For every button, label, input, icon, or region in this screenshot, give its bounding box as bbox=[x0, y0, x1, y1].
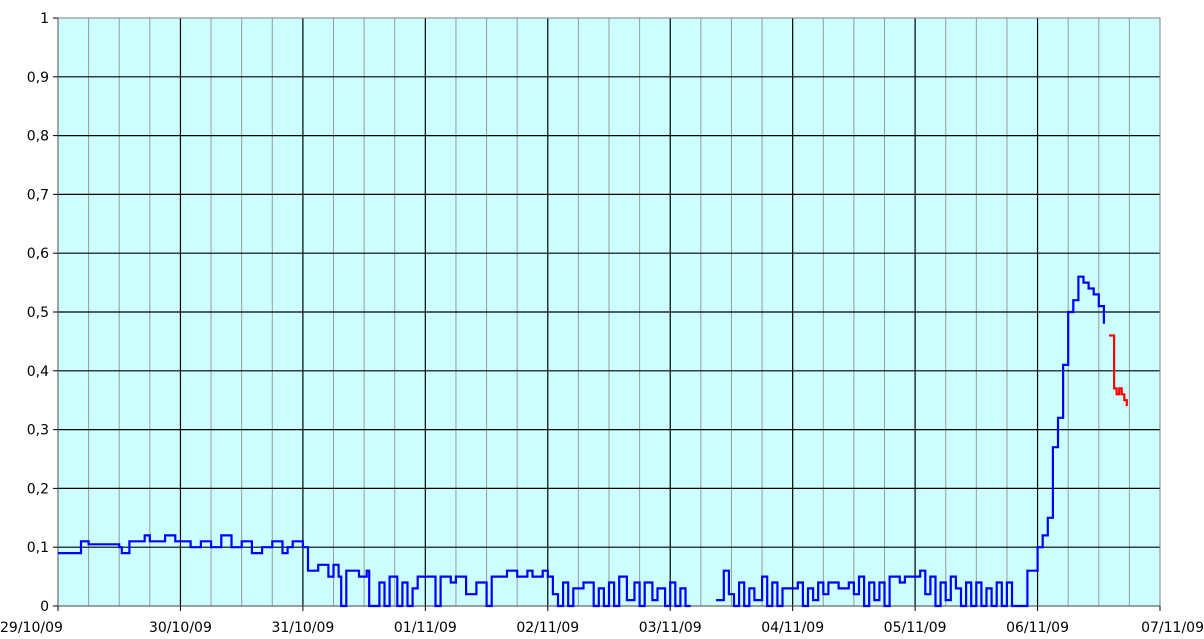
y-tick-label: 0,8 bbox=[27, 129, 49, 145]
series-line-blue bbox=[58, 534, 691, 608]
x-tick-label: 03/11/09 bbox=[639, 620, 702, 636]
y-tick-label: 1 bbox=[40, 11, 49, 27]
y-tick-label: 0,3 bbox=[27, 423, 49, 439]
x-tick-label: 01/11/09 bbox=[394, 620, 457, 636]
x-tick-label: 31/10/09 bbox=[271, 620, 334, 636]
y-tick-label: 0,6 bbox=[27, 246, 49, 262]
x-tick-label: 04/11/09 bbox=[761, 620, 824, 636]
y-tick-label: 0,9 bbox=[27, 70, 49, 86]
series-line-blue bbox=[716, 275, 1105, 608]
major-gridlines bbox=[57, 18, 1160, 607]
x-tick-label: 29/10/09 bbox=[0, 620, 63, 636]
x-tick-label: 05/11/09 bbox=[884, 620, 947, 636]
y-tick-label: 0,2 bbox=[27, 481, 49, 497]
x-tick-label: 02/11/09 bbox=[516, 620, 579, 636]
x-tick-label: 06/11/09 bbox=[1006, 620, 1069, 636]
y-tick-label: 0,1 bbox=[27, 540, 49, 556]
x-axis-tick-labels: 29/10/09 30/10/09 31/10/09 01/11/09 02/11/09… bbox=[0, 606, 1204, 636]
y-tick-label: 0,4 bbox=[27, 364, 49, 380]
y-tick-label: 0,5 bbox=[27, 305, 49, 321]
x-tick-label: 30/10/09 bbox=[149, 620, 212, 636]
y-tick-label: 0,7 bbox=[27, 187, 49, 203]
series-layer bbox=[58, 275, 1128, 608]
y-axis-tick-labels: 0 0,1 0,2 0,3 0,4 0,5 0,6 0,7 0,8 0,9 1 bbox=[27, 11, 58, 615]
series-line-red bbox=[1109, 334, 1128, 407]
y-tick-label: 0 bbox=[40, 599, 49, 615]
x-tick-label: 07/11/09 bbox=[1141, 620, 1204, 636]
